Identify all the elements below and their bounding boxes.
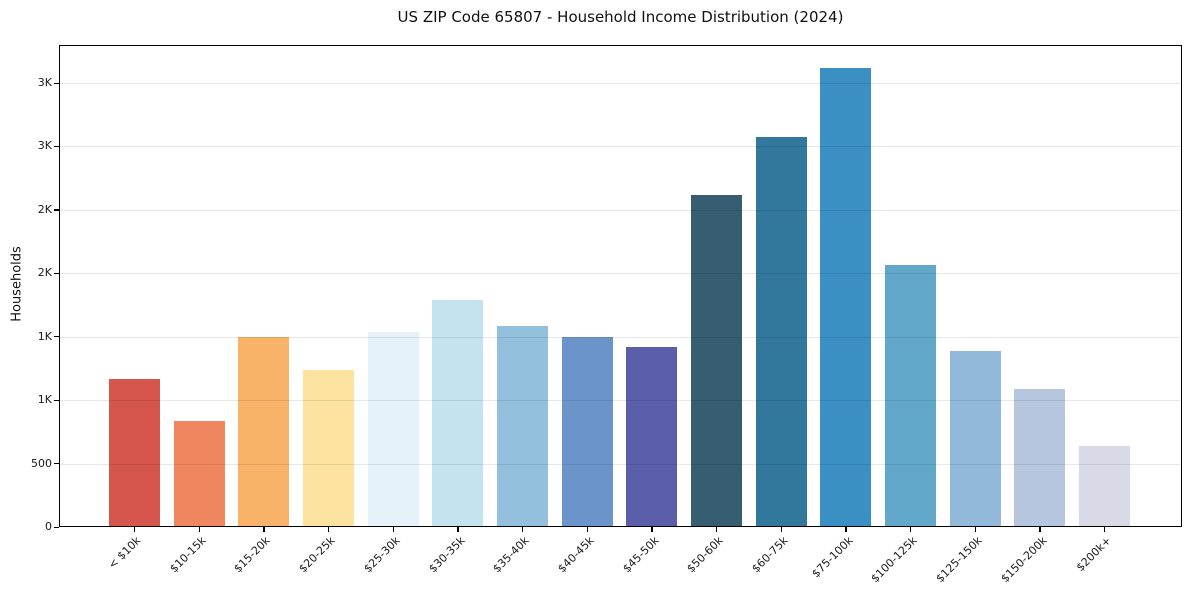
bar-$75-100k bbox=[820, 68, 872, 526]
y-tick-mark bbox=[54, 399, 59, 401]
bar-< $10k bbox=[109, 378, 160, 526]
x-tick-label: < $10k bbox=[106, 534, 144, 572]
bar-$100-125k bbox=[885, 264, 937, 526]
x-tick-label: $20-25k bbox=[296, 534, 338, 576]
x-tick-label: $45-50k bbox=[619, 534, 662, 576]
x-tick-mark bbox=[586, 527, 588, 532]
x-tick-mark bbox=[910, 527, 912, 532]
gridline-3000 bbox=[60, 146, 1181, 148]
x-tick-mark bbox=[974, 527, 976, 532]
y-tick-mark bbox=[54, 82, 59, 84]
x-tick-label: $10-15k bbox=[167, 534, 209, 576]
bar-$45-50k bbox=[626, 347, 678, 526]
x-tick-mark bbox=[780, 527, 782, 532]
x-tick-mark bbox=[1104, 527, 1106, 532]
x-tick-mark bbox=[1039, 527, 1041, 532]
bar-$35-40k bbox=[497, 325, 549, 526]
gridline-3500 bbox=[60, 83, 1181, 85]
y-tick-label: 3K bbox=[37, 139, 52, 153]
x-tick-mark bbox=[134, 527, 136, 532]
gridline-1000 bbox=[60, 400, 1181, 402]
y-tick-mark bbox=[54, 336, 59, 338]
x-tick-mark bbox=[457, 527, 459, 532]
x-tick-label: $40-45k bbox=[555, 534, 597, 576]
x-tick-label: $200k+ bbox=[1073, 534, 1114, 575]
bar-$30-35k bbox=[432, 300, 484, 526]
x-tick-label: $150-200k bbox=[997, 534, 1050, 586]
x-tick-mark bbox=[198, 527, 200, 532]
y-tick-mark bbox=[54, 272, 59, 274]
x-tick-mark bbox=[263, 527, 265, 532]
x-tick-mark bbox=[392, 527, 394, 532]
gridline-2500 bbox=[60, 209, 1181, 211]
bar-$200k+ bbox=[1079, 446, 1131, 526]
gridline-500 bbox=[60, 463, 1181, 465]
gridline-1500 bbox=[60, 336, 1181, 338]
y-tick-label: 1K bbox=[37, 329, 52, 343]
x-tick-label: $60-75k bbox=[749, 534, 791, 576]
x-tick-label: $125-150k bbox=[933, 534, 985, 586]
bar-$15-20k bbox=[238, 337, 290, 526]
x-tick-mark bbox=[522, 527, 524, 532]
bar-$150-200k bbox=[1014, 389, 1066, 526]
y-tick-label: 2K bbox=[37, 266, 52, 280]
y-tick-mark bbox=[54, 209, 59, 211]
x-tick-mark bbox=[716, 527, 718, 532]
bar-$10-15k bbox=[173, 420, 225, 526]
y-tick-label: 1K bbox=[37, 393, 52, 407]
bar-$50-60k bbox=[691, 194, 743, 526]
x-tick-label: $50-60k bbox=[684, 534, 726, 576]
x-tick-label: $100-125k bbox=[868, 534, 920, 586]
y-tick-label: 3K bbox=[37, 76, 52, 90]
chart-title: US ZIP Code 65807 - Household Income Dis… bbox=[397, 8, 844, 26]
bar-$25-30k bbox=[367, 331, 419, 526]
x-tick-label: $75-100k bbox=[808, 534, 856, 581]
y-tick-label: 0 bbox=[45, 520, 52, 533]
bar-$40-45k bbox=[561, 337, 613, 526]
x-tick-label: $35-40k bbox=[490, 534, 532, 576]
x-tick-mark bbox=[651, 527, 653, 532]
x-tick-label: $15-20k bbox=[231, 534, 274, 576]
y-tick-mark bbox=[54, 526, 59, 528]
bar-$20-25k bbox=[303, 369, 354, 526]
y-tick-label: 500 bbox=[31, 456, 52, 470]
x-tick-mark bbox=[845, 527, 847, 532]
gridline-2000 bbox=[60, 273, 1181, 275]
y-tick-mark bbox=[54, 463, 59, 465]
y-tick-mark bbox=[54, 145, 59, 148]
bar-$125-150k bbox=[949, 350, 1001, 526]
y-tick-label: 2K bbox=[37, 202, 52, 216]
x-tick-label: $25-30k bbox=[361, 534, 403, 576]
x-tick-mark bbox=[328, 527, 330, 532]
x-tick-label: $30-35k bbox=[425, 534, 468, 576]
plot-area bbox=[59, 45, 1182, 527]
bar-$60-75k bbox=[755, 136, 807, 526]
y-axis-label: Households bbox=[9, 246, 25, 322]
